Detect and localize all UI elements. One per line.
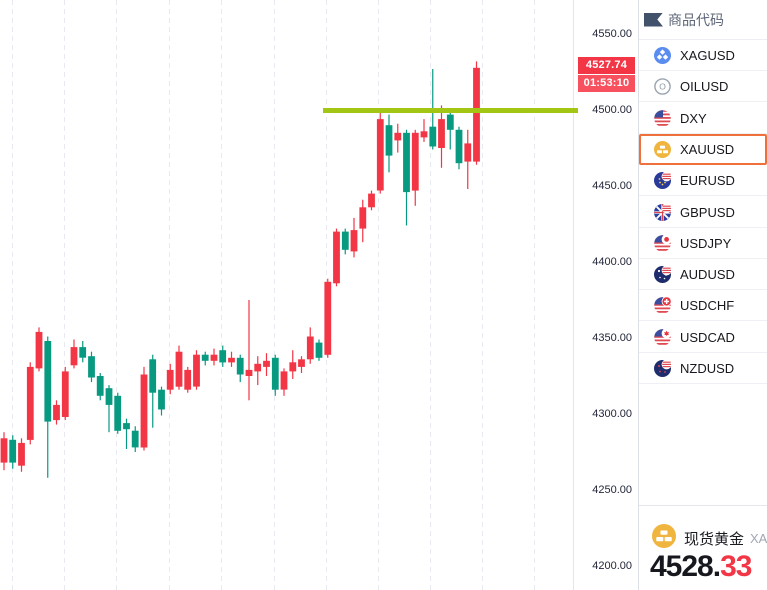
watchlist-header-label: 商品代码 xyxy=(668,11,724,28)
sidebar-item-label: XAGUSD xyxy=(680,47,735,63)
price-tick-label: 4500.00 xyxy=(592,104,632,116)
price-axis[interactable]: 4527.74 01:53:10 4550.00 4500.00 4450.00 44… xyxy=(573,0,638,590)
quote-price-integer: 4528. xyxy=(650,550,721,583)
price-tick-label: 4350.00 xyxy=(592,332,632,344)
quote-panel: 现货黄金 XA 4528.33 xyxy=(639,505,767,590)
gold-coin-icon xyxy=(652,524,676,553)
watchlist-sidebar: 商品代码 XAGUSD O OILUSD DXY XAUUSD EURUSD GB… xyxy=(638,0,767,590)
jpy-icon xyxy=(654,234,672,252)
quote-price-fraction: 33 xyxy=(720,550,752,583)
sidebar-item-gbpusd[interactable]: GBPUSD xyxy=(639,197,767,229)
nzd-icon xyxy=(654,359,672,377)
oil-icon: O xyxy=(654,77,671,95)
sidebar-item-oilusd[interactable]: O OILUSD xyxy=(639,71,767,103)
price-tick-label: 4450.00 xyxy=(592,180,632,192)
sidebar-item-label: USDCAD xyxy=(680,329,735,345)
gbp-icon xyxy=(654,203,672,221)
quote-name: 现货黄金 xyxy=(684,531,745,548)
sidebar-item-label: NZDUSD xyxy=(680,360,735,376)
candlestick-chart[interactable] xyxy=(0,0,578,590)
sidebar-item-label: EURUSD xyxy=(680,172,735,188)
sidebar-item-label: AUDUSD xyxy=(680,266,735,282)
sidebar-item-usdchf[interactable]: USDCHF xyxy=(639,290,767,322)
sidebar-item-label: XAUUSD xyxy=(680,142,735,158)
sidebar-item-label: USDJPY xyxy=(680,235,732,251)
sidebar-item-dxy[interactable]: DXY xyxy=(639,103,767,135)
candlestick-series xyxy=(0,0,535,590)
eur-icon xyxy=(654,171,672,189)
price-tick-label: 4300.00 xyxy=(592,408,632,420)
sidebar-item-xagusd[interactable]: XAGUSD xyxy=(639,40,767,72)
sidebar-item-nzdusd[interactable]: NZDUSD xyxy=(639,353,767,385)
quote-symbol: XA xyxy=(750,531,767,546)
current-price-badge: 4527.74 xyxy=(578,57,635,74)
sidebar-item-xauusd[interactable]: XAUUSD xyxy=(639,134,767,166)
svg-text:O: O xyxy=(659,81,666,91)
sidebar-item-label: DXY xyxy=(680,110,707,126)
price-tick-label: 4200.00 xyxy=(592,560,632,572)
price-tick-label: 4550.00 xyxy=(592,28,632,40)
sidebar-item-eurusd[interactable]: EURUSD xyxy=(639,165,767,197)
silver-icon xyxy=(654,46,671,64)
pennant-icon xyxy=(644,12,663,27)
quote-price: 4528.33 xyxy=(650,550,752,584)
horizontal-price-line[interactable] xyxy=(323,108,578,113)
cad-icon xyxy=(654,328,672,346)
chf-icon xyxy=(654,296,672,314)
sidebar-item-usdcad[interactable]: USDCAD xyxy=(639,322,767,354)
us-icon xyxy=(654,109,671,127)
sidebar-item-usdjpy[interactable]: USDJPY xyxy=(639,228,767,260)
candle-countdown-badge: 01:53:10 xyxy=(578,75,635,92)
price-tick-label: 4250.00 xyxy=(592,484,632,496)
aud-icon xyxy=(654,265,672,283)
watchlist-header: 商品代码 xyxy=(639,0,767,40)
sidebar-item-audusd[interactable]: AUDUSD xyxy=(639,259,767,291)
sidebar-item-label: USDCHF xyxy=(680,297,735,313)
gold-icon xyxy=(654,141,671,159)
price-tick-label: 4400.00 xyxy=(592,256,632,268)
sidebar-item-label: GBPUSD xyxy=(680,204,735,220)
sidebar-item-label: OILUSD xyxy=(680,78,729,94)
